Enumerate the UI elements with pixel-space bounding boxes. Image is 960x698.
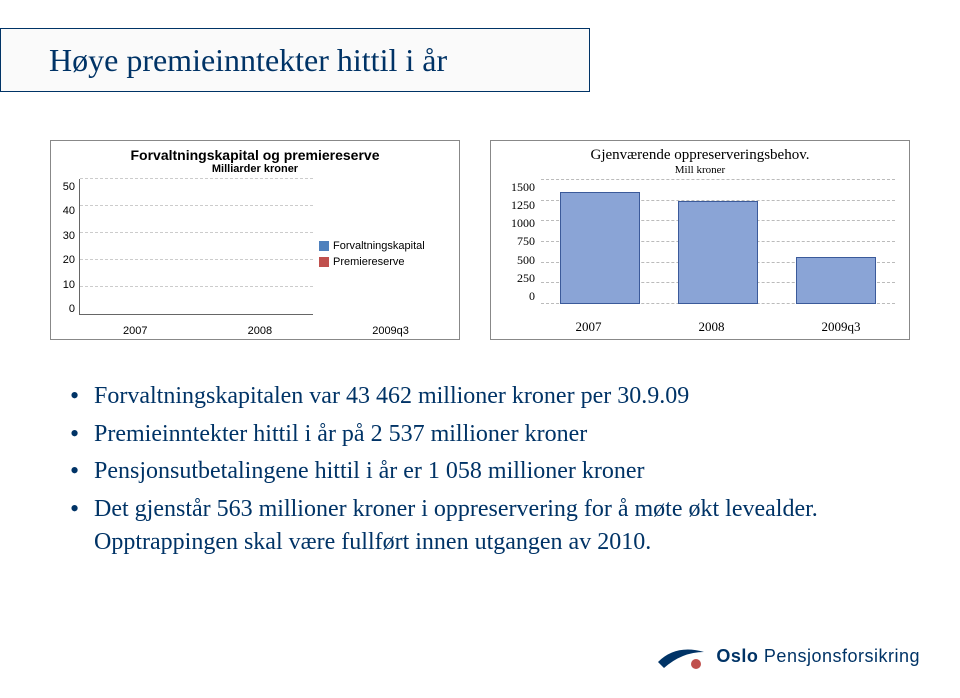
bullet-item: Pensjonsutbetalingene hittil i år er 1 0… xyxy=(70,455,890,489)
charts-row: Forvaltningskapital og premiereserve Mil… xyxy=(50,140,910,340)
xtick-label: 2009q3 xyxy=(822,319,861,335)
ytick-label: 40 xyxy=(57,205,75,217)
left-chart-legend: Forvaltningskapital Premiereserve xyxy=(313,179,453,329)
ytick-label: 250 xyxy=(505,271,535,286)
left-chart-plot xyxy=(79,179,313,315)
ytick-label: 500 xyxy=(505,253,535,268)
legend-item: Forvaltningskapital xyxy=(319,240,453,252)
left-chart-subtitle: Milliarder kroner xyxy=(57,163,453,175)
ytick-label: 0 xyxy=(57,303,75,315)
chart-forvaltningskapital: Forvaltningskapital og premiereserve Mil… xyxy=(50,140,460,340)
ytick-label: 20 xyxy=(57,254,75,266)
left-chart-yaxis: 50 40 30 20 10 0 xyxy=(57,179,79,329)
left-chart-xaxis: 2007 2008 2009q3 xyxy=(73,325,459,339)
ytick-label: 10 xyxy=(57,279,75,291)
xtick-label: 2008 xyxy=(699,319,725,335)
legend-swatch xyxy=(319,241,329,251)
ytick-label: 1250 xyxy=(505,198,535,213)
ytick-label: 0 xyxy=(505,289,535,304)
bullet-item: Forvaltningskapitalen var 43 462 million… xyxy=(70,380,890,414)
right-chart-plot xyxy=(541,180,895,304)
right-chart-yaxis: 1500 1250 1000 750 500 250 0 xyxy=(505,180,541,320)
ytick-label: 1500 xyxy=(505,180,535,195)
brand-text: Oslo Pensjonsforsikring xyxy=(716,646,920,667)
legend-label: Forvaltningskapital xyxy=(333,240,425,252)
legend-swatch xyxy=(319,257,329,267)
bar xyxy=(678,201,758,304)
right-chart-xaxis: 2007 2008 2009q3 xyxy=(527,319,909,335)
ytick-label: 30 xyxy=(57,230,75,242)
bullet-item: Det gjenstår 563 millioner kroner i oppr… xyxy=(70,493,890,560)
chart-oppreservering: Gjenværende oppreserveringsbehov. Mill k… xyxy=(490,140,910,340)
xtick-label: 2009q3 xyxy=(372,325,409,339)
page-title: Høye premieinntekter hittil i år xyxy=(49,42,447,79)
right-chart-title: Gjenværende oppreserveringsbehov. xyxy=(505,147,895,164)
bullet-item: Premieinntekter hittil i år på 2 537 mil… xyxy=(70,418,890,452)
xtick-label: 2007 xyxy=(123,325,147,339)
swoosh-icon xyxy=(656,638,706,674)
brand-oslo: Oslo xyxy=(716,646,758,666)
legend-item: Premiereserve xyxy=(319,256,453,268)
brand-rest: Pensjonsforsikring xyxy=(758,646,920,666)
ytick-label: 1000 xyxy=(505,216,535,231)
ytick-label: 50 xyxy=(57,181,75,193)
brand-logo: Oslo Pensjonsforsikring xyxy=(656,638,920,674)
xtick-label: 2008 xyxy=(248,325,272,339)
right-chart-subtitle: Mill kroner xyxy=(505,164,895,176)
bullet-list: Forvaltningskapitalen var 43 462 million… xyxy=(70,380,890,564)
bar xyxy=(560,192,640,304)
bar xyxy=(796,257,876,304)
title-box: Høye premieinntekter hittil i år xyxy=(0,28,590,92)
legend-label: Premiereserve xyxy=(333,256,405,268)
xtick-label: 2007 xyxy=(576,319,602,335)
left-chart-title: Forvaltningskapital og premiereserve xyxy=(57,147,453,163)
ytick-label: 750 xyxy=(505,234,535,249)
